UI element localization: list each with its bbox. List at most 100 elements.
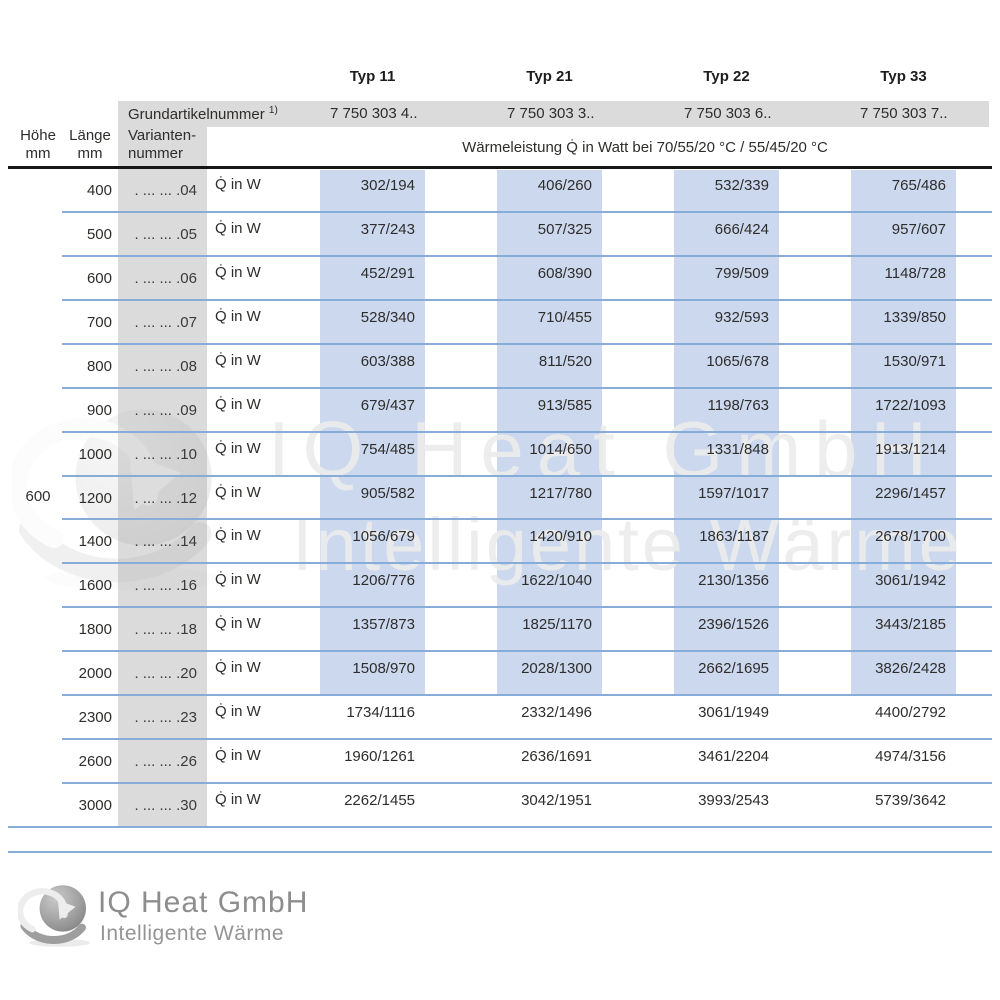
variante-cell: . ... ... .04 [134, 182, 197, 199]
laenge-cell: 600 [86, 269, 112, 287]
row-separator [62, 430, 992, 433]
value-cell-typ-4: 1530/971 [883, 352, 946, 370]
laenge-cell: 2000 [78, 665, 112, 683]
row-separator [62, 650, 992, 653]
q-unit-label: Q̇ in W [215, 351, 261, 369]
value-cell-typ-1: 377/243 [360, 220, 415, 238]
column-header-laenge: Länge mm [64, 127, 116, 163]
q-unit-label: Q̇ in W [215, 176, 261, 193]
q-unit-label: Q̇ in W [215, 483, 261, 501]
q-unit-label: Q̇ in W [215, 307, 261, 325]
value-cell-typ-4: 3826/2428 [875, 660, 946, 678]
variante-header-line2: nummer [128, 145, 184, 162]
value-cell-typ-3: 532/339 [714, 177, 769, 194]
watermark-line1: IQ Heat GmbH [268, 405, 940, 493]
value-cell-typ-4: 1339/850 [883, 308, 946, 326]
watermark-line2: Intelligente Wärme [292, 503, 963, 586]
value-cell-typ-4: 765/486 [891, 177, 946, 194]
value-cell-typ-3: 2396/1526 [698, 616, 769, 634]
table-row: 1000 . ... ... .10 Q̇ in W 754/485 1014/650 1… [0, 432, 1000, 476]
typ-header-4: Typ 33 [880, 68, 927, 85]
q-unit-label: Q̇ in W [215, 263, 261, 281]
value-cell-typ-1: 1960/1261 [344, 748, 415, 766]
footer-rule [8, 851, 992, 853]
value-cell-typ-4: 1722/1093 [875, 396, 946, 414]
variante-cell: . ... ... .23 [134, 709, 197, 727]
value-cell-typ-3: 1863/1187 [699, 528, 769, 546]
q-unit-label: Q̇ in W [215, 703, 261, 721]
table-bottom-rule [8, 825, 992, 828]
value-cell-typ-1: 1206/776 [352, 572, 415, 590]
laenge-header-line1: Länge [69, 127, 111, 144]
value-cell-typ-4: 3443/2185 [875, 616, 946, 634]
value-cell-typ-1: 905/582 [360, 484, 415, 502]
value-cell-typ-1: 2262/1455 [344, 792, 415, 810]
value-cell-typ-2: 1825/1170 [522, 616, 592, 634]
q-unit-label: Q̇ in W [215, 659, 261, 677]
value-cell-typ-2: 1420/910 [529, 528, 592, 546]
value-cell-typ-3: 2662/1695 [698, 660, 769, 678]
value-cell-typ-1: 603/388 [360, 352, 415, 370]
variante-cell: . ... ... .08 [134, 357, 197, 375]
q-unit-label: Q̇ in W [215, 615, 261, 633]
value-cell-typ-2: 1014/650 [529, 440, 592, 458]
value-cell-typ-1: 679/437 [360, 396, 415, 414]
row-separator [62, 518, 992, 521]
laenge-cell: 1800 [78, 621, 112, 639]
laenge-cell: 800 [86, 357, 112, 375]
value-cell-typ-4: 4400/2792 [875, 704, 946, 722]
row-separator [62, 210, 992, 213]
value-cell-typ-2: 913/585 [537, 396, 592, 414]
value-cell-typ-2: 608/390 [537, 264, 592, 282]
variante-cell: . ... ... .18 [134, 621, 197, 639]
table-row: 500 . ... ... .05 Q̇ in W 377/243 507/325 666… [0, 212, 1000, 256]
value-cell-typ-3: 799/509 [714, 264, 769, 282]
q-unit-label: Q̇ in W [215, 527, 261, 545]
value-cell-typ-2: 2028/1300 [521, 660, 592, 678]
grundartikel-label-text: Grundartikelnummer [128, 106, 265, 123]
value-cell-typ-2: 1217/780 [529, 484, 592, 502]
value-cell-typ-4: 4974/3156 [875, 748, 946, 766]
value-cell-typ-3: 3061/1949 [698, 704, 769, 722]
table-row: 900 . ... ... .09 Q̇ in W 679/437 913/585 119… [0, 388, 1000, 432]
table-row: 2600 . ... ... .26 Q̇ in W 1960/1261 2636/16… [0, 739, 1000, 783]
value-cell-typ-2: 710/455 [537, 308, 592, 326]
grundartikel-label: Grundartikelnummer 1) [128, 105, 278, 123]
table-row: 1600 . ... ... .16 Q̇ in W 1206/776 1622/104… [0, 563, 1000, 607]
row-separator [62, 782, 992, 785]
typ-header-3: Typ 22 [703, 68, 750, 85]
value-cell-typ-1: 1056/679 [352, 528, 415, 546]
value-cell-typ-1: 528/340 [360, 308, 415, 326]
laenge-cell: 500 [86, 225, 112, 243]
value-cell-typ-2: 3042/1951 [521, 792, 592, 810]
table-row: 3000 . ... ... .30 Q̇ in W 2262/1455 3042/19… [0, 783, 1000, 827]
table-row: 600 . ... ... .06 Q̇ in W 452/291 608/390 799… [0, 256, 1000, 300]
value-cell-typ-3: 3993/2543 [698, 792, 769, 810]
value-cell-typ-1: 1357/873 [352, 616, 415, 634]
row-separator [62, 254, 992, 257]
q-unit-label: Q̇ in W [215, 395, 261, 413]
column-header-variante: Varianten- nummer [128, 127, 196, 163]
row-separator [62, 298, 992, 301]
value-cell-typ-1: 302/194 [360, 177, 415, 194]
table-row: 2300 . ... ... .23 Q̇ in W 1734/1116 2332/14… [0, 695, 1000, 739]
table-row: 1400 . ... ... .14 Q̇ in W 1056/679 1420/910… [0, 519, 1000, 563]
value-cell-typ-4: 957/607 [891, 220, 946, 238]
value-cell-typ-3: 3461/2204 [698, 748, 769, 766]
row-separator [62, 342, 992, 345]
value-cell-typ-2: 811/520 [538, 352, 592, 370]
value-cell-typ-2: 507/325 [537, 220, 592, 238]
row-separator [62, 606, 992, 609]
table-row: 2000 . ... ... .20 Q̇ in W 1508/970 2028/130… [0, 651, 1000, 695]
variante-cell: . ... ... .20 [134, 665, 197, 683]
q-unit-label: Q̇ in W [215, 439, 261, 457]
table-row: 700 . ... ... .07 Q̇ in W 528/340 710/455 932… [0, 300, 1000, 344]
value-cell-typ-2: 406/260 [537, 177, 592, 194]
value-cell-typ-1: 1734/1116 [346, 704, 415, 722]
variante-cell: . ... ... .30 [134, 797, 197, 815]
table-top-rule [8, 166, 992, 169]
value-cell-typ-3: 932/593 [714, 308, 769, 326]
value-cell-typ-4: 1148/728 [884, 264, 946, 282]
laenge-cell: 1200 [78, 489, 112, 507]
